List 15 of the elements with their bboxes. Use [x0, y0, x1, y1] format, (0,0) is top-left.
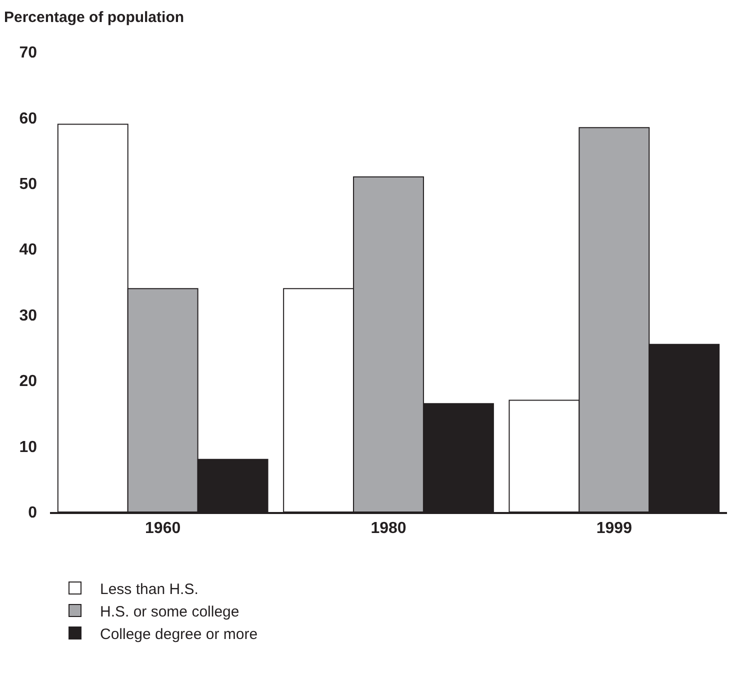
legend-label: Less than H.S.: [100, 580, 198, 598]
x-tick-label: 1960: [145, 520, 181, 538]
y-tick-label: 60: [19, 110, 38, 128]
y-tick-label: 40: [19, 242, 38, 259]
y-tick-label: 70: [19, 44, 38, 62]
legend-label: College degree or more: [100, 626, 258, 643]
x-tick-label: 1980: [370, 520, 406, 538]
y-tick-label: 0: [28, 504, 38, 522]
y-tick-label: 30: [19, 307, 38, 324]
y-tick-label: 50: [19, 176, 38, 194]
x-tick-label: 1999: [596, 520, 632, 538]
y-axis-title: Percentage of population: [4, 9, 184, 26]
y-tick-label: 10: [19, 438, 38, 456]
legend-label: H.S. or some college: [100, 603, 240, 620]
y-tick-label: 20: [19, 373, 38, 390]
